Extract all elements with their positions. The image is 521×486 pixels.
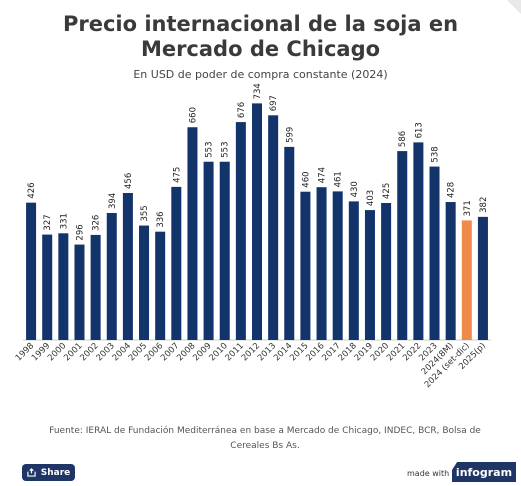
data-label: 327 — [43, 214, 53, 230]
data-label: 355 — [140, 205, 150, 221]
chart-title: Precio internacional de la soja en Merca… — [0, 12, 521, 62]
data-label: 425 — [382, 183, 392, 199]
bar-2012[interactable] — [252, 103, 263, 340]
bar-2021[interactable] — [397, 151, 408, 340]
data-label: 460 — [301, 171, 311, 187]
infogram-logo[interactable]: infogram — [452, 462, 516, 482]
bar-2002[interactable] — [90, 234, 101, 340]
chart-title-line2: Mercado de Chicago — [140, 37, 381, 61]
bar-2017[interactable] — [332, 191, 343, 340]
data-label: 734 — [253, 83, 263, 99]
data-label: 475 — [172, 167, 182, 183]
data-label: 382 — [479, 197, 489, 213]
data-label: 430 — [350, 181, 360, 197]
bar-2024-set-dic-[interactable] — [461, 220, 472, 340]
data-label: 456 — [124, 173, 134, 189]
data-label: 461 — [334, 171, 344, 187]
chart-title-line1: Precio internacional de la soja en — [62, 12, 459, 36]
bar-2016[interactable] — [316, 187, 327, 340]
bar-2004[interactable] — [122, 193, 133, 340]
bar-2019[interactable] — [364, 210, 375, 340]
data-label: 296 — [75, 224, 85, 240]
data-label: 676 — [237, 102, 247, 118]
infogram-brand: infogram — [455, 465, 513, 479]
bar-2007[interactable] — [171, 186, 182, 341]
bar-2005[interactable] — [139, 225, 150, 340]
bar-2015[interactable] — [300, 191, 311, 340]
data-label: 660 — [188, 107, 198, 123]
bar-2013[interactable] — [268, 115, 279, 340]
data-label: 553 — [205, 141, 215, 157]
bar-2022[interactable] — [413, 142, 424, 340]
bar-2006[interactable] — [155, 231, 166, 340]
data-label: 599 — [285, 127, 295, 143]
data-label: 426 — [27, 182, 37, 198]
bar-2023[interactable] — [429, 166, 440, 340]
bar-2003[interactable] — [106, 212, 117, 340]
data-label: 474 — [318, 167, 328, 183]
share-button-label: Share — [40, 467, 71, 478]
data-label: 394 — [108, 193, 118, 209]
data-label: 428 — [447, 182, 457, 198]
data-label: 331 — [59, 213, 69, 229]
bar-2014[interactable] — [284, 146, 295, 340]
source-note: Fuente: IERAL de Fundación Mediterránea … — [49, 426, 481, 451]
corner-accent-icon — [507, 0, 521, 14]
chart-subtitle: En USD de poder de compra constante (202… — [133, 68, 388, 81]
bar-2018[interactable] — [348, 201, 359, 340]
bar-chart: 4261998327199933120002962001326200239420… — [14, 83, 491, 390]
data-label: 336 — [156, 211, 166, 227]
share-icon — [27, 468, 36, 477]
data-label: 697 — [269, 95, 279, 111]
bar-2001[interactable] — [74, 244, 85, 340]
bar-2010[interactable] — [219, 161, 230, 340]
bar-2020[interactable] — [381, 202, 392, 340]
bar-2024-8m-[interactable] — [445, 202, 456, 340]
made-with-label: made with — [407, 469, 450, 478]
data-label: 553 — [221, 141, 231, 157]
data-label: 371 — [463, 200, 473, 216]
data-label: 586 — [398, 131, 408, 147]
bar-1998[interactable] — [26, 202, 37, 340]
data-label: 613 — [414, 122, 424, 138]
data-label: 538 — [431, 146, 441, 162]
bar-2011[interactable] — [235, 122, 246, 340]
bar-2025-p-[interactable] — [477, 216, 488, 340]
bar-2008[interactable] — [187, 127, 198, 341]
bar-1999[interactable] — [42, 234, 53, 340]
bar-2000[interactable] — [58, 233, 69, 340]
bar-2009[interactable] — [203, 161, 214, 340]
share-button[interactable]: Share — [22, 464, 75, 481]
data-label: 326 — [92, 215, 102, 231]
data-label: 403 — [366, 190, 376, 206]
